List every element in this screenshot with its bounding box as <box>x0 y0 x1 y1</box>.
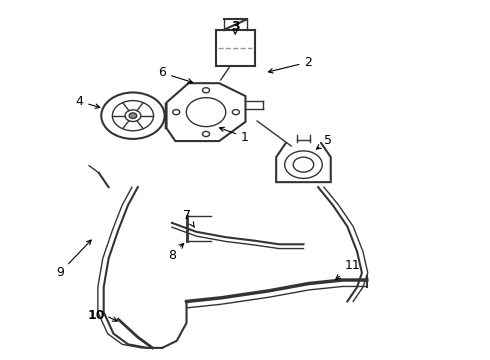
Text: 11: 11 <box>336 259 360 279</box>
Circle shape <box>129 113 137 118</box>
Text: 6: 6 <box>158 66 193 83</box>
Text: 5: 5 <box>317 134 332 149</box>
Text: 8: 8 <box>168 243 184 261</box>
Text: 4: 4 <box>75 95 100 108</box>
Text: 1: 1 <box>220 127 249 144</box>
Text: 7: 7 <box>183 209 195 227</box>
Text: 2: 2 <box>269 55 312 73</box>
Text: 3: 3 <box>231 20 240 33</box>
Text: 9: 9 <box>56 240 91 279</box>
Text: 10: 10 <box>88 309 105 322</box>
